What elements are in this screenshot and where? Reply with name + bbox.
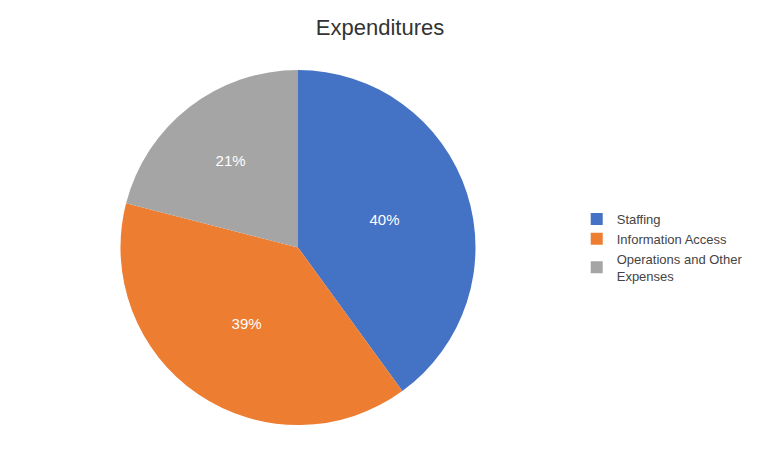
svg-text:Operations and OtherExpenses: Operations and OtherExpenses <box>617 252 743 284</box>
svg-text:Information Access: Information Access <box>617 232 727 247</box>
svg-text:Expenditures: Expenditures <box>316 15 444 40</box>
svg-text:Staffing: Staffing <box>617 212 661 227</box>
svg-text:40%: 40% <box>370 211 400 228</box>
svg-text:39%: 39% <box>232 315 262 332</box>
svg-text:21%: 21% <box>216 152 246 169</box>
